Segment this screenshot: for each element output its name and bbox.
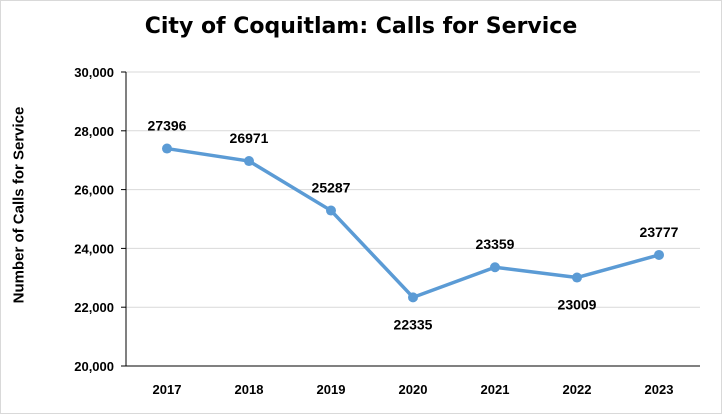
data-label: 23359 — [476, 236, 515, 252]
data-point — [326, 205, 336, 216]
gridlines — [126, 71, 700, 308]
x-tick-label: 2022 — [563, 382, 592, 397]
data-point — [572, 272, 582, 283]
chart-title: City of Coquitlam: Calls for Service — [144, 14, 578, 39]
data-point — [244, 156, 254, 167]
labels: 27396 26971 25287 22335 23359 23009 23777 — [148, 118, 679, 333]
data-point — [490, 262, 500, 273]
data-label: 26971 — [230, 130, 269, 146]
data-label: 23009 — [558, 297, 597, 313]
x-tick-label: 2019 — [317, 382, 346, 397]
axes: 20,000 22,000 24,000 26,000 28,000 30,000 2017… — [74, 65, 700, 397]
x-tick-label: 2021 — [481, 382, 510, 397]
x-tick-label: 2017 — [153, 382, 182, 397]
series-line — [166, 146, 660, 300]
y-tick-label: 30,000 — [74, 65, 114, 80]
data-point — [162, 143, 172, 154]
data-point — [654, 249, 664, 260]
data-label: 25287 — [312, 180, 351, 196]
y-tick-label: 24,000 — [74, 241, 114, 256]
y-tick-label: 26,000 — [74, 183, 114, 198]
x-tick-label: 2023 — [645, 382, 674, 397]
data-point — [408, 292, 418, 303]
y-tick-label: 20,000 — [74, 359, 114, 374]
y-tick-label: 22,000 — [74, 300, 114, 315]
data-label: 23777 — [640, 224, 679, 240]
y-tick-label: 28,000 — [74, 124, 114, 139]
x-tick-label: 2020 — [399, 382, 428, 397]
data-label: 27396 — [148, 118, 187, 134]
series — [162, 143, 664, 303]
data-label: 22335 — [394, 316, 433, 332]
x-tick-label: 2018 — [235, 382, 264, 397]
